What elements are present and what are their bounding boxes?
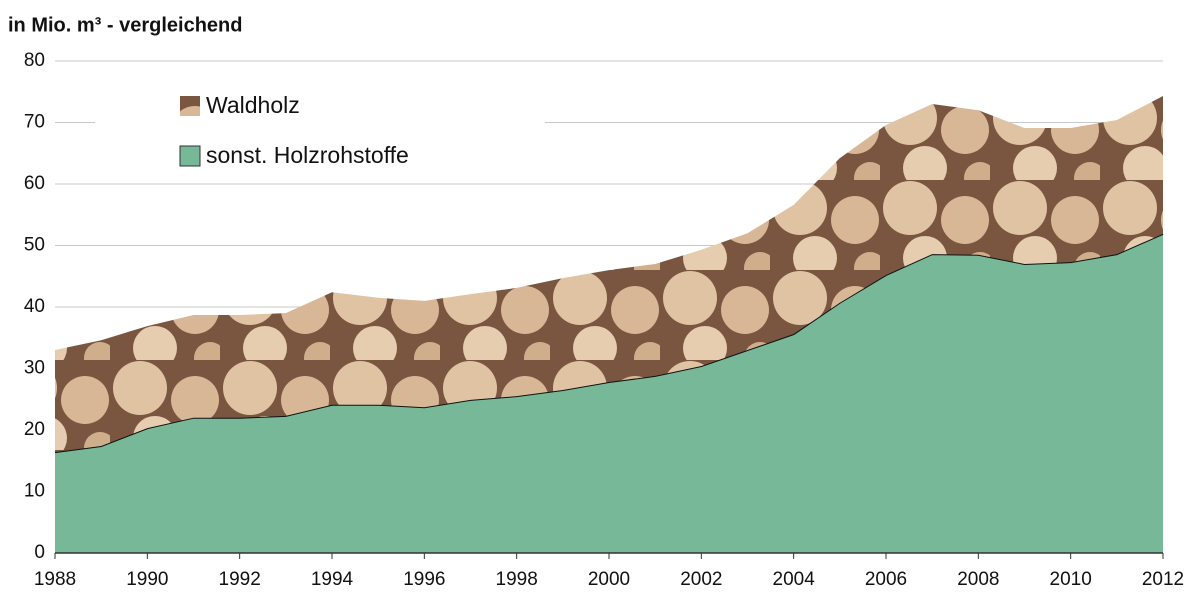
y-tick-label: 70 <box>24 112 45 133</box>
x-tick-label: 2008 <box>957 569 999 590</box>
legend-background <box>95 80 545 180</box>
x-tick-label: 1996 <box>403 569 445 590</box>
x-tick-label: 1998 <box>496 569 538 590</box>
x-tick-label: 2002 <box>680 569 722 590</box>
y-tick-label: 50 <box>24 235 45 256</box>
legend-swatch <box>179 145 201 167</box>
y-tick-label: 30 <box>24 358 45 379</box>
x-tick-label: 1992 <box>219 569 261 590</box>
x-tick-label: 2004 <box>773 569 816 590</box>
legend-label: Waldholz <box>206 92 300 118</box>
x-tick-label: 2000 <box>588 569 630 590</box>
y-tick-label: 10 <box>24 481 45 502</box>
x-tick-label: 2006 <box>865 569 907 590</box>
chart-title: in Mio. m³ - vergleichend <box>8 14 242 36</box>
y-tick-label: 40 <box>24 296 45 317</box>
x-tick-label: 2010 <box>1050 569 1092 590</box>
x-tick-label: 1994 <box>311 569 354 590</box>
area <box>55 233 1163 553</box>
x-tick-label: 2012 <box>1142 569 1184 590</box>
x-tick-label: 1988 <box>34 569 76 590</box>
area <box>55 96 1163 453</box>
y-tick-label: 20 <box>24 419 45 440</box>
legend-label: sonst. Holzrohstoffe <box>206 142 409 168</box>
y-tick-label: 0 <box>34 542 45 563</box>
y-tick-label: 80 <box>24 50 45 71</box>
x-tick-label: 1990 <box>126 569 168 590</box>
y-tick-label: 60 <box>24 173 45 194</box>
legend-swatch <box>180 96 200 116</box>
